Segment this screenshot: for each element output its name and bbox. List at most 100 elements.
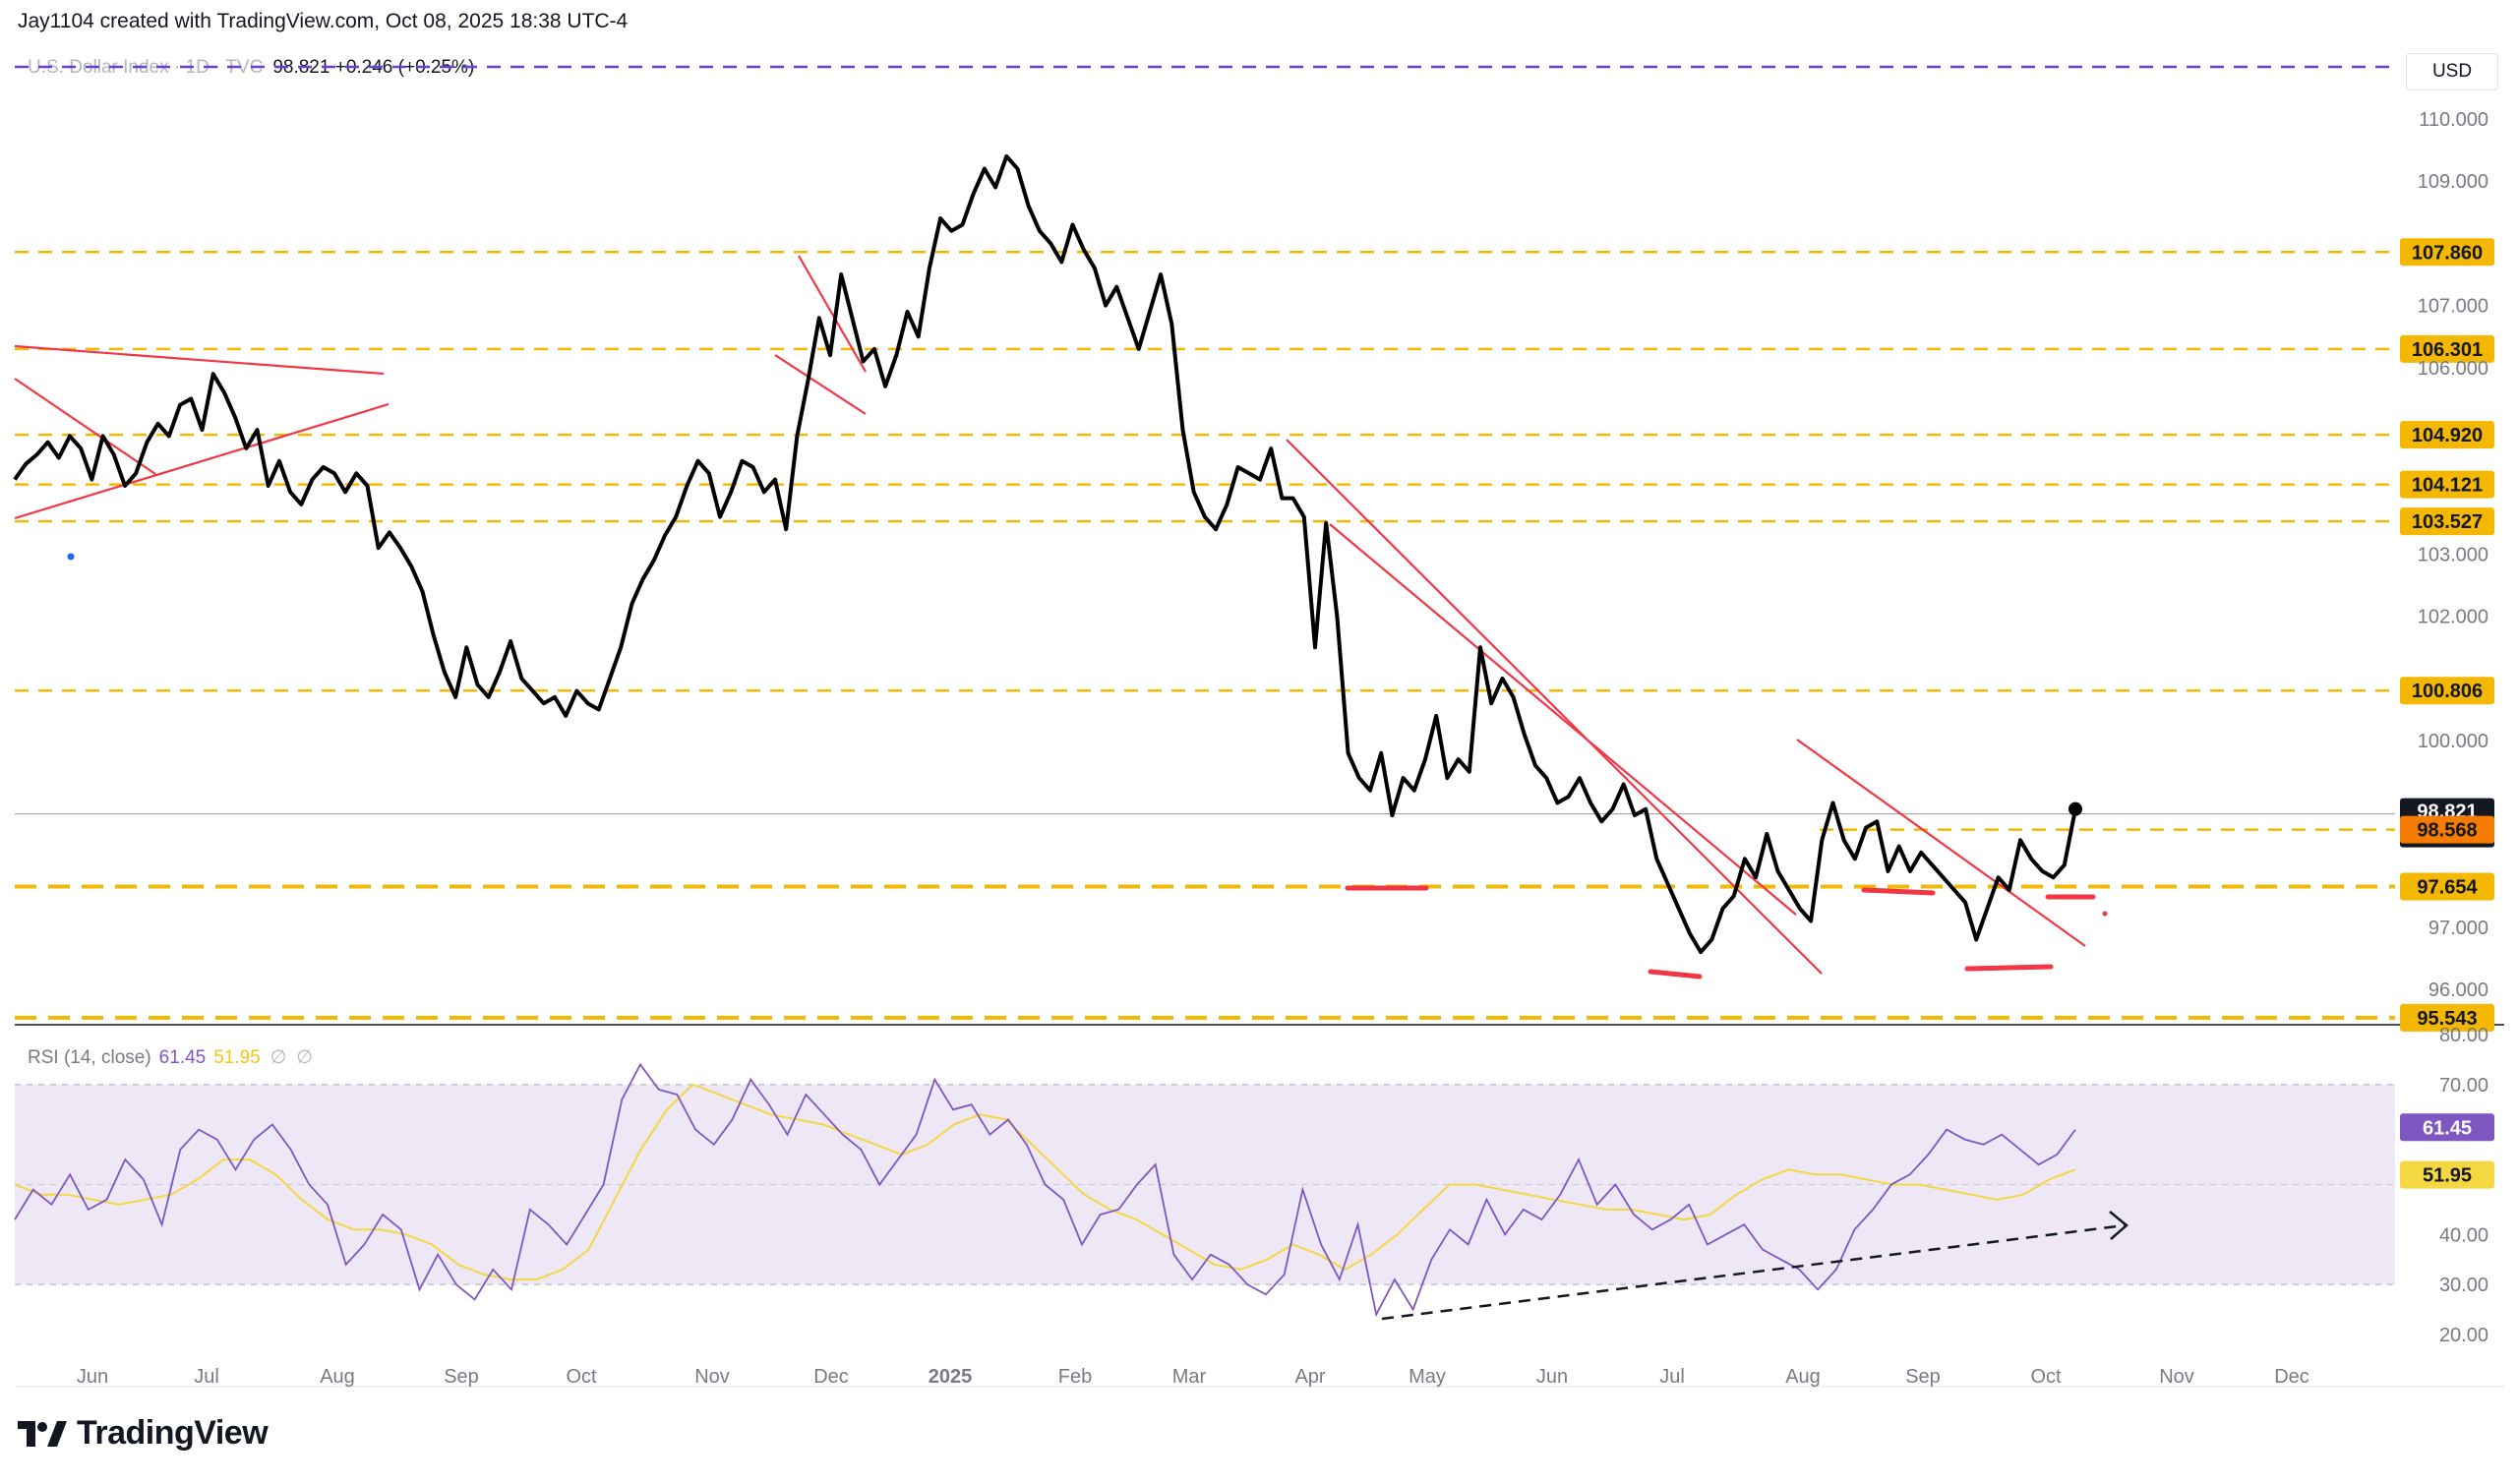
rsi-pane: [14, 1062, 2395, 1321]
rsi-value-badge: 61.45: [2400, 1113, 2494, 1142]
level-badge: 106.301: [2400, 334, 2494, 363]
level-badge-bg: [2400, 507, 2494, 536]
rsi-tick-label: 70.00: [2439, 1075, 2488, 1097]
level-badge-label: 106.301: [2412, 339, 2483, 361]
brand-name: TradingView: [77, 1414, 269, 1452]
rsi-tick-label: 20.00: [2439, 1325, 2488, 1346]
currency-button[interactable]: USD: [2406, 53, 2498, 90]
price-series-line: [13, 153, 2077, 955]
rsi-legend-value: 61.45: [158, 1047, 207, 1068]
rsi-ma-badge-bg: [2400, 1160, 2494, 1189]
trend-line: [798, 255, 867, 373]
rsi-legend: RSI (14, close) 61.45 51.95 ∅ ∅: [28, 1046, 313, 1069]
rsi-setting-icon: ∅: [296, 1047, 313, 1068]
level-badge-bg: [2400, 421, 2494, 449]
time-tick-label: Sep: [1905, 1366, 1941, 1388]
trend-line: [14, 378, 156, 475]
marked-price-badge: 98.568: [2400, 815, 2494, 844]
tradingview-logo-icon: [18, 1420, 67, 1447]
rsi-ma-legend-value: 51.95: [213, 1047, 261, 1068]
time-tick-label: Jun: [1536, 1366, 1568, 1388]
rsi-ma-badge-label: 51.95: [2423, 1165, 2472, 1187]
level-badge-label: 95.543: [2417, 1008, 2477, 1030]
level-badge: 104.121: [2400, 470, 2494, 499]
chart-header: Jay1104 created with TradingView.com, Oc…: [18, 10, 629, 32]
trend-line: [14, 344, 385, 376]
price-tick-label: 103.000: [2418, 545, 2488, 566]
time-tick-label: Jun: [77, 1366, 108, 1388]
rsi-value-badge-bg: [2400, 1113, 2494, 1142]
last-price-point: [2068, 801, 2082, 816]
rsi-ma-line: [14, 1083, 2076, 1281]
level-badge-bg: [2400, 872, 2494, 901]
level-badge-label: 107.860: [2412, 242, 2483, 264]
rsi-tick-label: 80.00: [2439, 1025, 2488, 1046]
level-badge: 100.806: [2400, 677, 2494, 705]
time-tick-label: Nov: [694, 1366, 730, 1388]
rsi-tick-label: 40.00: [2439, 1224, 2488, 1246]
time-tick-label: 2025: [929, 1366, 973, 1388]
support-marker: [1861, 887, 1936, 896]
price-tick-label: 107.000: [2418, 296, 2488, 318]
level-badge: 107.860: [2400, 238, 2494, 267]
support-marker: [1964, 964, 2054, 972]
time-tick-label: Oct: [566, 1366, 597, 1388]
price-tick-label: 106.000: [2418, 358, 2488, 380]
price-tick-label: 109.000: [2418, 171, 2488, 193]
trend-line: [14, 402, 390, 520]
time-tick-label: Dec: [813, 1366, 849, 1388]
level-badge: 104.920: [2400, 421, 2494, 449]
marker-dot: [2102, 911, 2108, 917]
marker-dot: [67, 553, 75, 561]
support-marker: [1648, 969, 1703, 979]
tradingview-brand[interactable]: TradingView: [18, 1414, 269, 1453]
time-tick-label: Sep: [444, 1366, 479, 1388]
level-badge: 103.527: [2400, 507, 2494, 536]
time-tick-label: Oct: [2030, 1366, 2062, 1388]
trend-line: [1796, 739, 2086, 947]
time-tick-label: Dec: [2274, 1366, 2309, 1388]
level-badge-label: 104.121: [2412, 475, 2483, 497]
level-badge-label: 97.654: [2417, 876, 2478, 898]
rsi-value-badge-label: 61.45: [2423, 1117, 2472, 1139]
price-pane: [13, 65, 2395, 1020]
time-tick-label: Apr: [1294, 1366, 1325, 1388]
time-tick-label: Feb: [1058, 1366, 1092, 1388]
rsi-line: [14, 1062, 2076, 1318]
time-tick-label: Mar: [1172, 1366, 1207, 1388]
level-badge-bg: [2400, 677, 2494, 705]
price-tick-label: 110.000: [2419, 109, 2488, 131]
time-tick-label: Jul: [1659, 1366, 1685, 1388]
marked-price-value: 98.568: [2417, 820, 2477, 842]
price-tick-label: 102.000: [2418, 607, 2488, 628]
rsi-setting-icon: ∅: [270, 1047, 287, 1068]
level-badge-label: 103.527: [2412, 511, 2483, 533]
time-tick-label: Nov: [2159, 1366, 2194, 1388]
time-tick-label: Jul: [194, 1366, 219, 1388]
trend-line: [1286, 439, 1823, 975]
rsi-ma-badge: 51.95: [2400, 1160, 2494, 1189]
rsi-label[interactable]: RSI (14, close): [28, 1047, 151, 1068]
time-tick-label: May: [1409, 1366, 1446, 1388]
level-badge: 97.654: [2400, 872, 2494, 901]
level-badge-label: 104.920: [2412, 425, 2483, 446]
rsi-tick-label: 30.00: [2439, 1275, 2488, 1296]
level-badge-bg: [2400, 1003, 2494, 1032]
price-tick-label: 97.000: [2428, 918, 2488, 939]
axes: 107.860 106.301 104.920 104.121 103.527 100.8…: [15, 109, 2504, 1388]
level-badge-label: 100.806: [2412, 681, 2483, 702]
price-tick-label: 96.000: [2428, 979, 2488, 1001]
rsi-arrowhead: [2109, 1211, 2128, 1240]
time-tick-label: Aug: [320, 1366, 355, 1388]
time-tick-label: Aug: [1785, 1366, 1821, 1388]
level-badge-bg: [2400, 334, 2494, 363]
rsi-divergence-line: [1381, 1223, 2126, 1321]
price-tick-label: 100.000: [2418, 731, 2488, 752]
level-badge: 95.543: [2400, 1003, 2494, 1032]
marked-price-badge-bg: [2400, 815, 2494, 844]
level-badge-bg: [2400, 238, 2494, 267]
trend-line: [1329, 523, 1797, 916]
level-badge-bg: [2400, 470, 2494, 499]
trend-line: [774, 354, 867, 415]
